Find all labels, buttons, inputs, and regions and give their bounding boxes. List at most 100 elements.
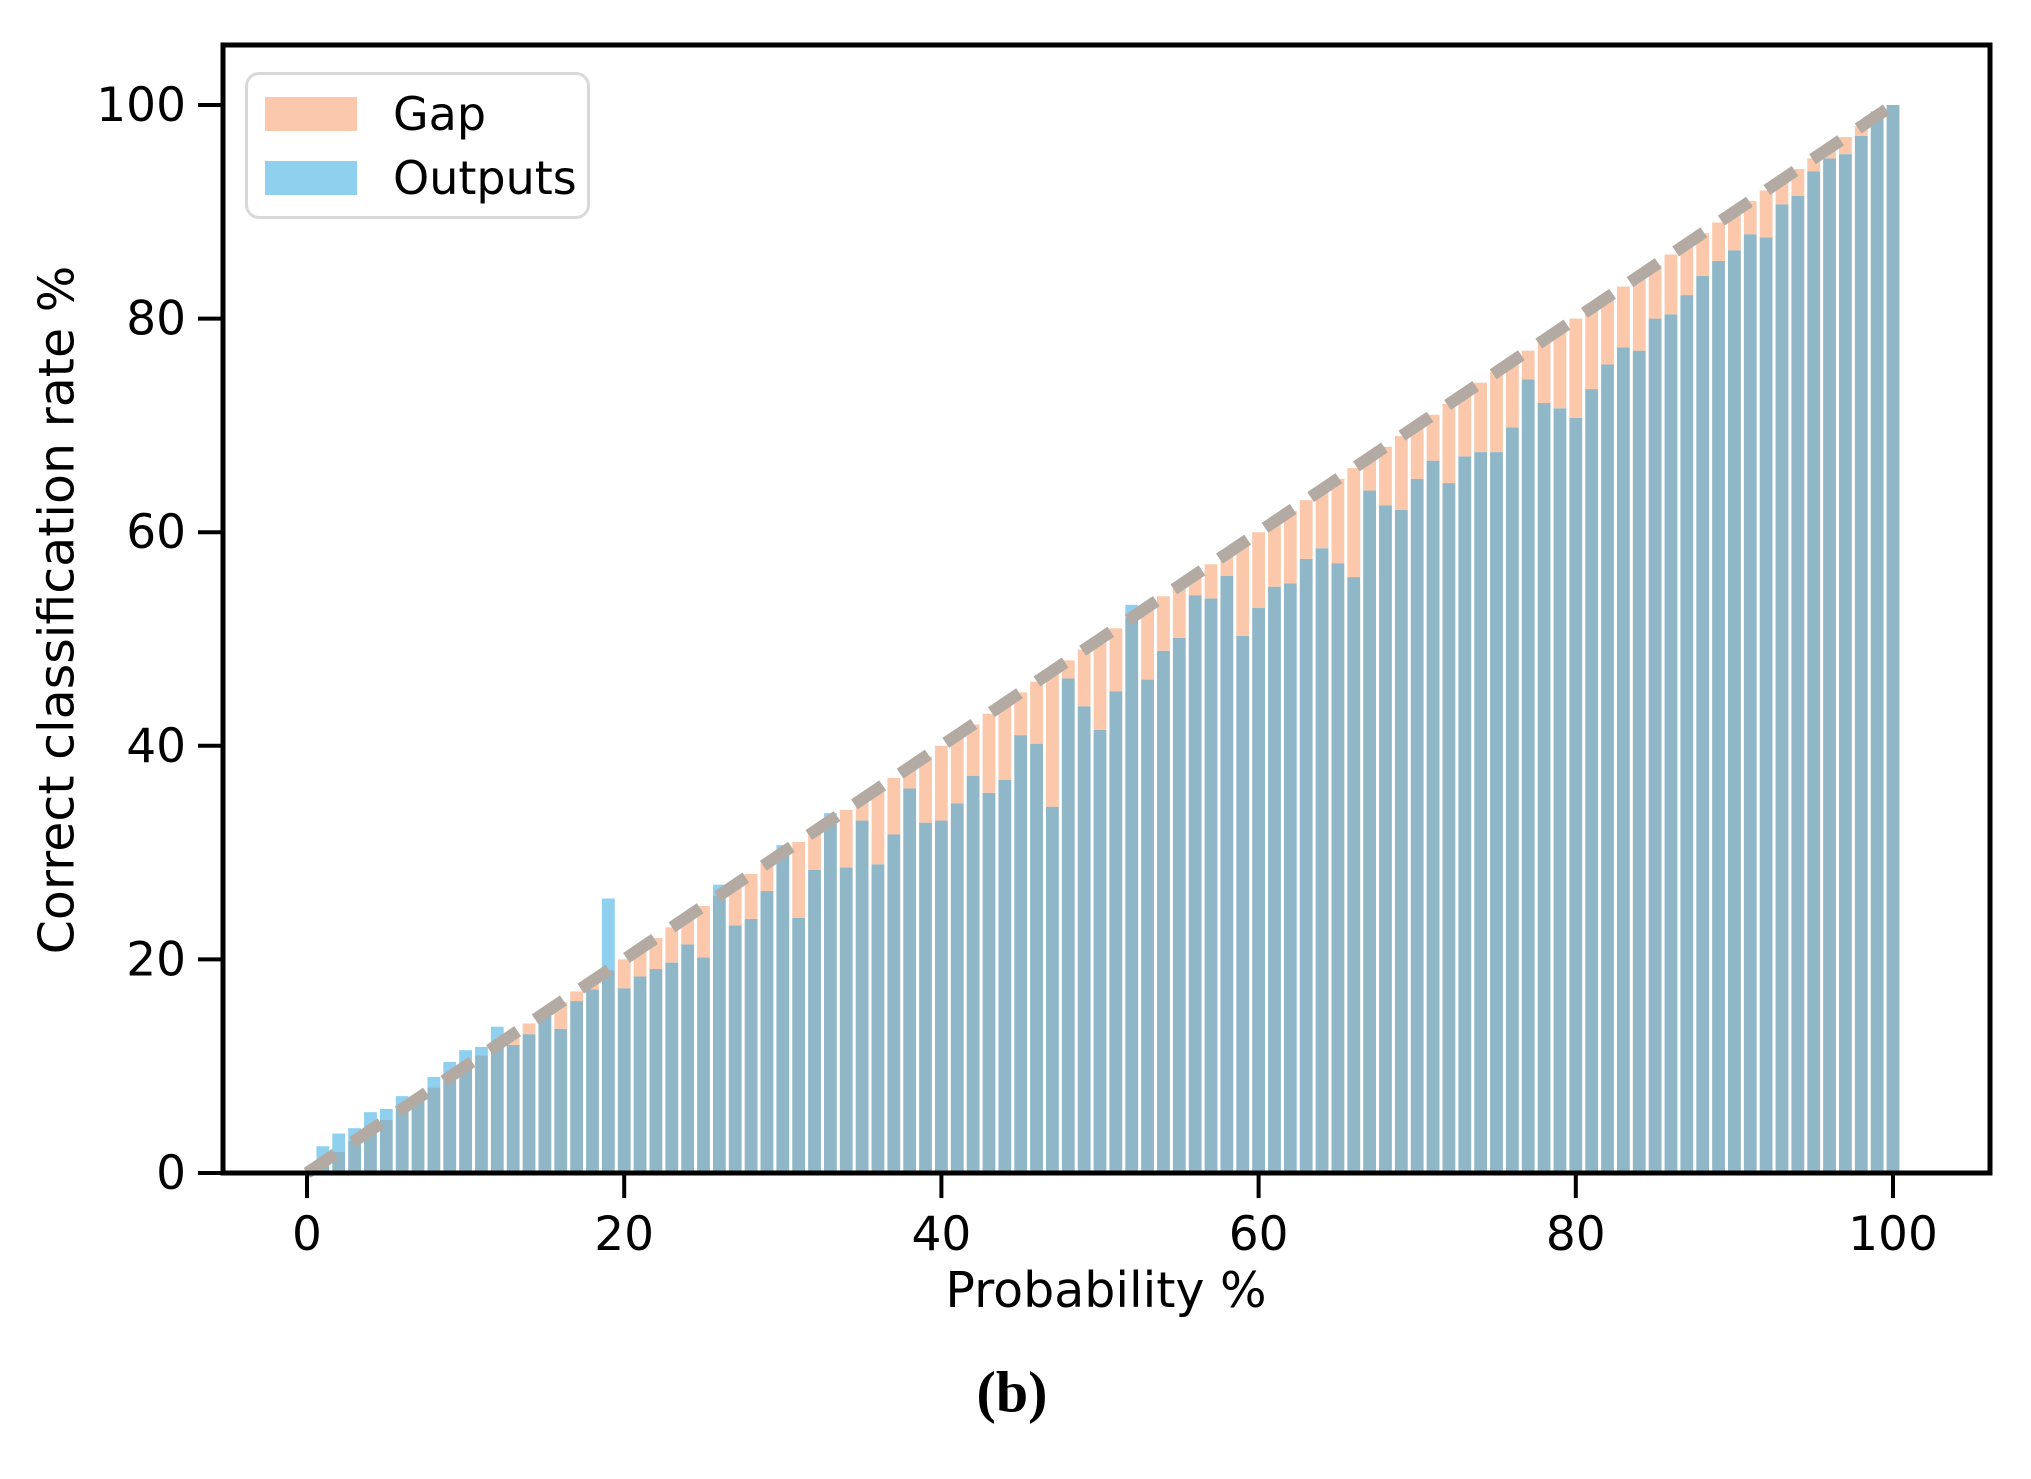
x-tick-label: 20 — [594, 1207, 654, 1262]
bar-gap — [1172, 585, 1186, 638]
bar-gap — [1030, 681, 1043, 744]
bar-output — [760, 891, 774, 1173]
bar-output — [522, 1034, 536, 1173]
bar-gap — [1505, 361, 1519, 428]
bar-output — [871, 864, 885, 1173]
bar-output — [681, 944, 695, 1173]
bar-output — [1490, 452, 1503, 1174]
bar-output — [1077, 706, 1091, 1173]
bar-output — [855, 820, 869, 1173]
bar-output — [617, 988, 631, 1173]
bar-gap — [1299, 500, 1313, 559]
bar-output — [1791, 195, 1805, 1173]
x-tick-label: 0 — [292, 1207, 322, 1262]
bar-output — [490, 1044, 504, 1173]
bar-output — [998, 779, 1012, 1173]
bar-output — [1331, 563, 1345, 1173]
bar-output — [586, 989, 599, 1173]
bar-gap — [1046, 671, 1059, 807]
bar-output — [411, 1098, 425, 1173]
bar-output — [1616, 347, 1630, 1173]
bar-gap — [919, 756, 932, 823]
bar-output — [1521, 379, 1535, 1173]
y-axis-title: Correct classification rate % — [28, 265, 86, 955]
bar-output — [364, 1130, 377, 1173]
bar-gap — [1616, 286, 1630, 348]
bar-gap — [1474, 382, 1488, 453]
bar-output — [823, 820, 837, 1173]
legend-row-gap: Gap — [265, 91, 587, 137]
bar-gap — [1093, 639, 1107, 730]
bar-gap — [522, 1023, 536, 1035]
bar-gap — [617, 959, 631, 989]
bar-gap — [1664, 254, 1678, 315]
bar-output — [728, 925, 742, 1173]
bar-gap — [1601, 297, 1614, 365]
bar-output — [1664, 314, 1678, 1173]
outputs-legend-label: Outputs — [393, 150, 577, 205]
bar-output — [1553, 408, 1567, 1173]
bar-output — [1157, 650, 1170, 1173]
gap-legend-swatch — [265, 96, 357, 131]
bar-output — [1046, 806, 1059, 1173]
bar-gap — [871, 788, 885, 865]
x-tick-label: 80 — [1546, 1207, 1606, 1262]
bar-gap — [1204, 564, 1218, 599]
bar-output — [919, 822, 932, 1173]
bar-output — [1680, 295, 1694, 1173]
bar-output-cap — [475, 1046, 488, 1056]
legend: Gap Outputs — [245, 72, 590, 219]
bar-gap — [1077, 649, 1091, 707]
bar-output — [1410, 478, 1424, 1173]
bar-output — [601, 970, 615, 1173]
y-tick-label: 40 — [126, 719, 186, 774]
bar-output — [1188, 595, 1202, 1173]
bar-output — [1585, 389, 1599, 1173]
bar-gap — [1712, 222, 1725, 261]
bar-output — [1696, 275, 1710, 1173]
legend-row-outputs: Outputs — [265, 155, 587, 201]
bar-output — [1109, 691, 1123, 1173]
bar-gap — [744, 873, 758, 919]
bar-gap — [1014, 692, 1028, 736]
bar-gap — [1315, 489, 1329, 549]
bar-gap — [1537, 339, 1551, 403]
bar-gap — [1839, 137, 1852, 155]
bar-gap — [1632, 275, 1646, 351]
bar-gap — [1426, 414, 1440, 461]
bar-gap — [697, 906, 710, 958]
bar-gap — [1521, 350, 1535, 380]
y-tick-label: 60 — [126, 505, 186, 560]
bar-gap — [570, 991, 584, 1002]
bar-output — [1014, 735, 1028, 1173]
calibration-chart: 0 20 40 60 80 100 0 20 40 60 80 100 — [96, 42, 1993, 1262]
bar-gap — [1585, 307, 1599, 390]
bar-gap — [808, 831, 821, 870]
x-tick-label: 60 — [1229, 1207, 1289, 1262]
bar-output — [506, 1044, 520, 1173]
bar-output — [712, 895, 726, 1173]
bar-output — [982, 792, 996, 1173]
bar-gap — [966, 724, 980, 776]
bar-output — [1569, 417, 1583, 1173]
bar-gap — [1458, 393, 1472, 457]
bar-output — [443, 1076, 457, 1173]
bar-output — [649, 969, 663, 1173]
bar-output-cap — [601, 898, 615, 971]
bar-output — [1712, 260, 1725, 1174]
outputs-legend-swatch — [265, 160, 357, 195]
bar-output — [1775, 204, 1789, 1174]
bar-gap — [1490, 372, 1503, 453]
bar-output — [554, 1028, 568, 1173]
bar-output — [1379, 505, 1392, 1173]
bar-output — [1505, 427, 1519, 1173]
bar-output — [1823, 158, 1836, 1173]
bar-output — [459, 1066, 472, 1173]
bar-output-cap — [379, 1108, 393, 1120]
bar-output — [1442, 483, 1456, 1173]
gap-legend-label: Gap — [393, 86, 487, 141]
bar-gap — [1410, 425, 1424, 479]
bar-output — [1807, 171, 1821, 1173]
bar-gap — [665, 927, 679, 963]
